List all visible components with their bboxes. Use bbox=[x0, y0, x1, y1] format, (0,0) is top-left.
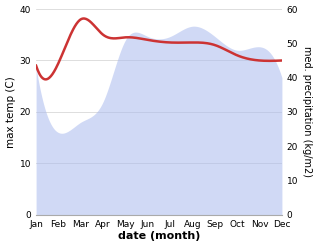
X-axis label: date (month): date (month) bbox=[118, 231, 200, 242]
Y-axis label: max temp (C): max temp (C) bbox=[5, 76, 16, 148]
Y-axis label: med. precipitation (kg/m2): med. precipitation (kg/m2) bbox=[302, 46, 313, 177]
